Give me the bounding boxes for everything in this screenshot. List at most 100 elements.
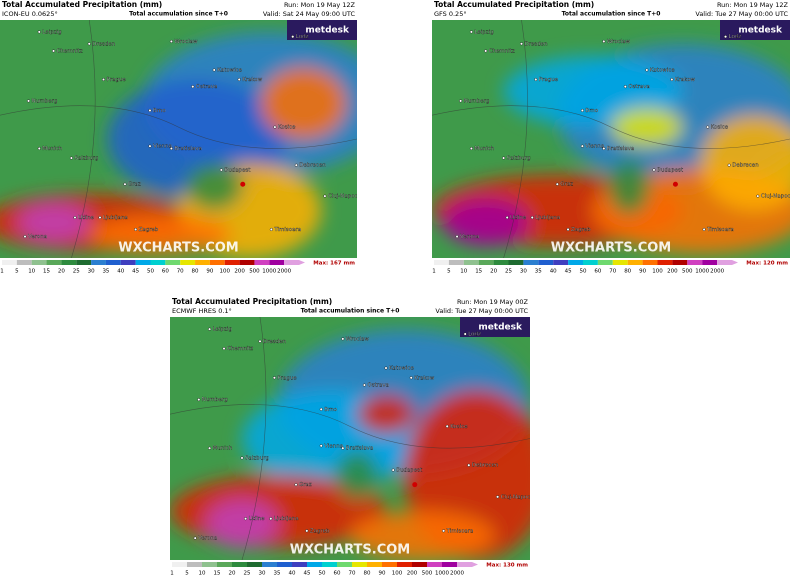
city-label: Cluj-Napoca: [501, 494, 530, 500]
city-dot: [706, 125, 710, 129]
city-dot: [52, 49, 56, 53]
city-label: Munich: [42, 146, 62, 152]
city-label: Vienna: [585, 144, 604, 150]
city-dot: [580, 144, 584, 148]
border: [432, 20, 790, 258]
colorbar-label: 30: [88, 269, 95, 275]
colorbar-label: 500: [682, 269, 693, 275]
city-dot: [530, 216, 534, 220]
colorbar-segment: [538, 260, 554, 265]
city-dot: [269, 227, 273, 231]
colorbar-arrow: [732, 260, 738, 265]
colorbar-label: 80: [192, 269, 199, 275]
city-dot: [496, 495, 500, 499]
colorbar-label: 1000: [435, 571, 449, 577]
colorbar-segment: [553, 260, 569, 265]
colorbar-segment: [597, 260, 613, 265]
precip-area: [17, 203, 90, 242]
colorbar-label: 90: [379, 571, 386, 577]
city-label: Nurnberg: [202, 397, 228, 403]
city-dot: [87, 42, 91, 46]
city-dot: [341, 337, 345, 341]
city-dot: [652, 168, 656, 172]
city-dot: [467, 463, 471, 467]
colorbar-label: 15: [214, 571, 221, 577]
city-dot: [240, 456, 244, 460]
logo-box: [460, 317, 530, 337]
city-label: Verona: [198, 536, 217, 542]
watermark: WXCHARTS.COM: [118, 241, 239, 256]
colorbar-label: 500: [249, 269, 260, 275]
map: metdesk Leipzig Dresden Chemnitz Wroclaw Lodz…: [170, 317, 530, 560]
colorbar-label: 90: [639, 269, 646, 275]
valid: Valid: Tue 27 May 00:00 UTC: [435, 307, 528, 315]
colorbar-label: 35: [274, 571, 281, 577]
precip-area: [700, 115, 790, 211]
precip-area: [611, 108, 683, 147]
colorbar-label: 70: [609, 269, 616, 275]
precip-area: [442, 198, 529, 247]
city-label: Budapest: [224, 167, 251, 173]
colorbar-segment: [195, 260, 210, 265]
city-dot: [442, 529, 446, 533]
subtitle: Total accumulation since T+0: [129, 11, 228, 18]
model: GFS 0.25°: [434, 10, 467, 18]
city-label: Leipzig: [42, 29, 61, 35]
city-label: Krakow: [414, 375, 435, 381]
colorbar-label: 30: [520, 269, 527, 275]
colorbar-segment: [254, 260, 270, 265]
precip-area: [607, 158, 651, 216]
city-dot: [269, 517, 273, 521]
city-dot: [237, 77, 241, 81]
city-label: Ostrava: [367, 383, 389, 389]
city-label: Chemnitz: [489, 48, 515, 54]
colorbar-segment: [508, 260, 524, 265]
city-dot: [580, 108, 584, 112]
colorbar-segment: [284, 260, 299, 265]
city-dot: [323, 194, 327, 198]
city-dot: [319, 444, 323, 448]
colorbar-segment: [523, 260, 539, 265]
city-dot: [219, 168, 223, 172]
city-dot: [272, 376, 276, 380]
city-label: Krakow: [242, 77, 263, 83]
city-dot: [602, 147, 606, 151]
colorbar-segment: [687, 260, 703, 265]
city-dot: [208, 446, 212, 450]
colorbar-segment: [135, 260, 151, 265]
city-label: Dresden: [525, 41, 548, 47]
colorbar-segment: [457, 562, 472, 567]
watermark: WXCHARTS.COM: [551, 241, 672, 256]
city-label: Krakow: [675, 77, 696, 83]
city-label: Nurnberg: [464, 98, 490, 104]
city-dot: [273, 125, 277, 129]
colorbar-segment: [262, 562, 277, 567]
city-label: Dresden: [263, 339, 286, 345]
colorbar-segment: [150, 260, 166, 265]
colorbar-label: 70: [177, 269, 184, 275]
city-dot: [37, 30, 41, 34]
city-label: Udine: [78, 215, 95, 221]
city-label: Leipzig: [474, 29, 493, 35]
city-label: Kosice: [278, 125, 296, 131]
colorbar-label: 10: [460, 269, 467, 275]
colorbar-segment: [367, 562, 382, 567]
colorbar-label: 90: [206, 269, 213, 275]
colorbar-label: 20: [490, 269, 497, 275]
run: Run: Mon 19 May 00Z: [457, 298, 529, 306]
city-label: Dresden: [92, 41, 115, 47]
colorbar-label: 60: [594, 269, 601, 275]
city-label: Chemnitz: [57, 48, 83, 54]
precip-area: [357, 394, 415, 434]
city-label: Bratislava: [346, 446, 373, 452]
city-label: Prague: [277, 375, 297, 381]
city-dot: [212, 68, 216, 72]
model: ICON-EU 0.0625°: [2, 10, 58, 18]
city-label: Timisoara: [706, 227, 734, 233]
colorbar-label: 15: [43, 269, 50, 275]
city-dot: [505, 216, 509, 220]
city-dot: [502, 156, 506, 160]
city-dot: [384, 366, 388, 370]
city-label: Lodz: [296, 34, 309, 40]
city-dot: [244, 517, 248, 521]
